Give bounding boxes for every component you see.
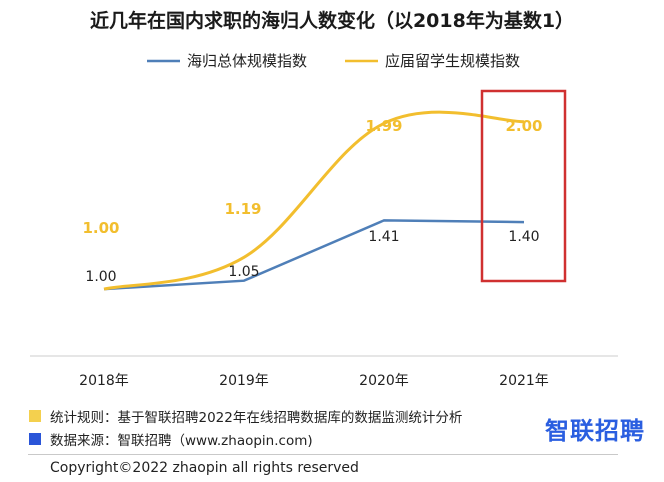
line-chart: 近几年在国内求职的海归人数变化（以2018年为基数1） 海归总体规模指数 应届留… <box>30 9 618 389</box>
legend-label-graduates: 应届留学生规模指数 <box>385 52 520 70</box>
x-tick-2019: 2019年 <box>219 373 269 389</box>
footer-divider <box>28 454 618 455</box>
copyright-text: Copyright©2022 zhaopin all rights reserv… <box>50 460 359 476</box>
legend-label-overall: 海归总体规模指数 <box>187 52 307 70</box>
data-label-overall-2019: 1.05 <box>228 264 259 280</box>
rule-text: 统计规则：基于智联招聘2022年在线招聘数据库的数据监测统计分析 <box>50 410 463 426</box>
data-label-overall-2018: 1.00 <box>85 269 116 285</box>
x-ticks: 2018年 2019年 2020年 2021年 <box>79 373 549 389</box>
source-swatch <box>29 433 41 445</box>
data-label-overall-2021: 1.40 <box>508 229 539 245</box>
x-tick-2018: 2018年 <box>79 373 129 389</box>
chart-title: 近几年在国内求职的海归人数变化（以2018年为基数1） <box>90 9 574 32</box>
source-text: 数据来源：智联招聘（www.zhaopin.com) <box>50 433 313 449</box>
data-labels-overall: 1.00 1.05 1.41 1.40 <box>85 229 539 285</box>
brand-logo: 智联招聘 <box>545 417 645 445</box>
data-labels-graduates: 1.00 1.19 1.99 2.00 <box>82 117 542 237</box>
highlight-box-2021 <box>480 89 567 283</box>
series-line-overall <box>103 219 525 291</box>
x-tick-2021: 2021年 <box>499 373 549 389</box>
data-label-graduates-2018: 1.00 <box>82 219 119 237</box>
x-tick-2020: 2020年 <box>359 373 409 389</box>
rule-swatch <box>29 410 41 422</box>
data-label-graduates-2021: 2.00 <box>505 117 542 135</box>
series-line-graduates <box>103 110 525 291</box>
data-label-overall-2020: 1.41 <box>368 229 399 245</box>
data-label-graduates-2019: 1.19 <box>224 200 261 218</box>
data-label-graduates-2020: 1.99 <box>365 117 402 135</box>
legend: 海归总体规模指数 应届留学生规模指数 <box>147 52 520 70</box>
